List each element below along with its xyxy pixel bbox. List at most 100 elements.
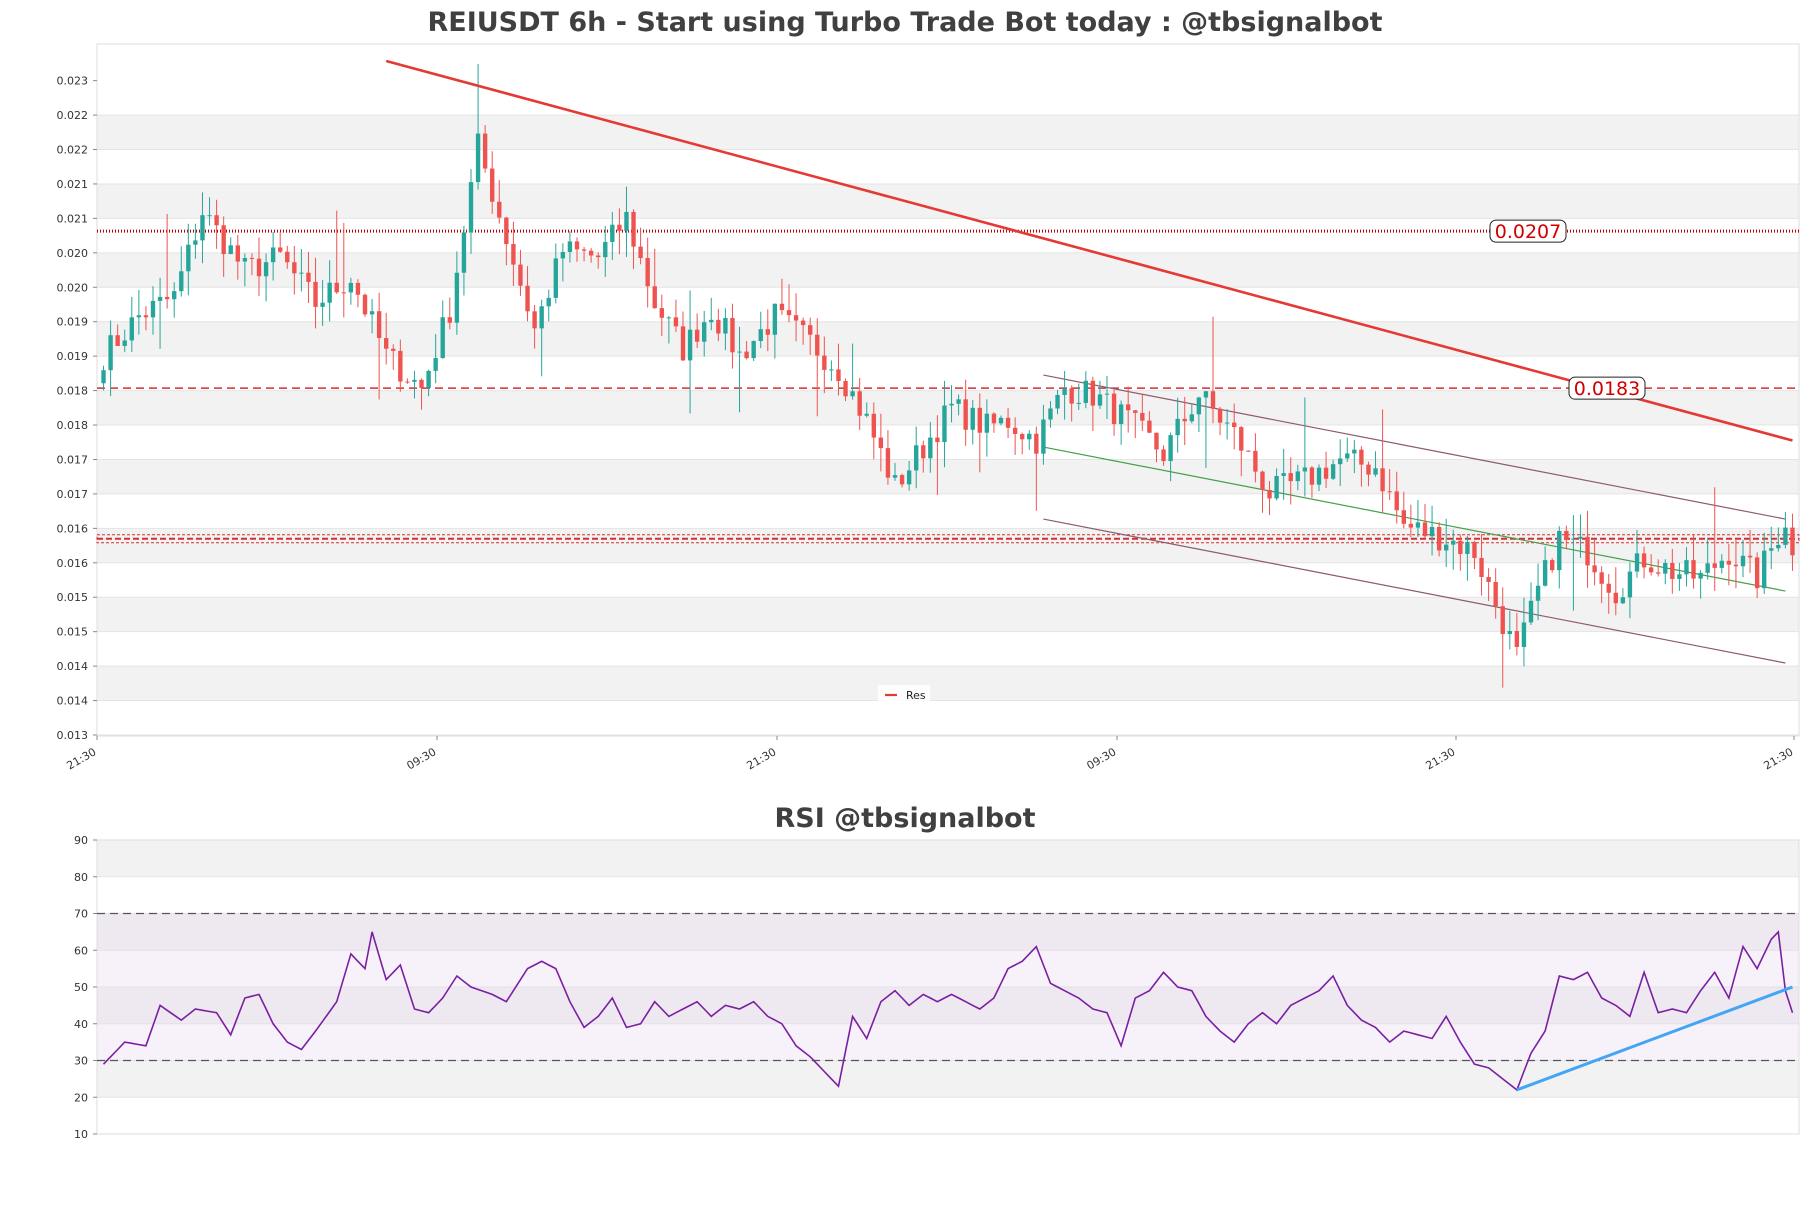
candle-body — [384, 338, 389, 349]
candle-body — [1267, 489, 1272, 499]
candle-body — [850, 391, 855, 397]
candle-body — [405, 381, 410, 383]
candle-body — [391, 348, 396, 351]
price-y-tick-label: 0.021 — [57, 178, 89, 191]
candle-body — [1239, 427, 1244, 451]
candle-body — [1316, 467, 1322, 485]
price-y-tick-label: 0.019 — [57, 350, 89, 363]
candle-body — [1083, 380, 1088, 403]
level-label: 0.0207 — [1495, 221, 1561, 243]
candle-body — [786, 310, 792, 316]
candle-body — [115, 335, 120, 346]
candle-body — [440, 317, 445, 358]
candle-body — [1076, 402, 1081, 404]
level-label-box — [1489, 219, 1567, 243]
candle-body — [1726, 560, 1732, 565]
candle-body — [1224, 422, 1230, 424]
candle-body — [1790, 527, 1795, 556]
price-y-tick-label: 0.020 — [57, 247, 89, 260]
price-y-tick-label: 0.017 — [57, 488, 89, 501]
candle-body — [1055, 394, 1060, 409]
candle-body — [977, 407, 982, 433]
candle-body — [1161, 449, 1166, 462]
candle-body — [949, 403, 954, 406]
price-band — [97, 321, 1799, 357]
candle-body — [129, 317, 134, 341]
candle-body — [1542, 560, 1548, 586]
candle-body — [603, 241, 608, 258]
candle-body — [1154, 432, 1159, 450]
candle-body — [108, 335, 113, 371]
candle-body — [221, 225, 226, 255]
price-x-tick-label: 21:30 — [745, 745, 779, 772]
candle-body — [1182, 418, 1187, 422]
candle-body — [482, 133, 488, 169]
candle-body — [214, 215, 219, 226]
res-trendline — [385, 59, 1793, 442]
rsi-y-tick-label: 30 — [74, 1055, 88, 1068]
rsi-y-tick-label: 40 — [74, 1018, 88, 1031]
candle-body — [1712, 563, 1717, 568]
candle-body — [765, 329, 770, 335]
candle-body — [228, 245, 233, 255]
rsi-trendline — [1516, 985, 1793, 1092]
candle-body — [497, 201, 502, 218]
candlestick-series — [101, 63, 1795, 688]
candle-body — [348, 282, 354, 293]
price-legend: Res — [878, 685, 930, 705]
price-band — [97, 390, 1799, 426]
candle-body — [921, 445, 926, 459]
candle-body — [793, 315, 799, 321]
candle-body — [1783, 527, 1788, 545]
candle-body — [299, 272, 304, 274]
candle-body — [1458, 540, 1463, 554]
candle-body — [730, 317, 735, 353]
rsi-guides — [97, 912, 1799, 1062]
candle-body — [270, 247, 276, 263]
candle-body — [1330, 464, 1336, 479]
candle-body — [1027, 433, 1032, 440]
candle-body — [1062, 388, 1067, 395]
candle-body — [645, 258, 650, 287]
candle-body — [1175, 418, 1180, 436]
candle-body — [878, 437, 884, 449]
candle-body — [1373, 468, 1378, 475]
price-y-tick-label: 0.017 — [57, 453, 89, 466]
price-y-tick-label: 0.022 — [57, 144, 89, 157]
price-y-tick-label: 0.015 — [57, 626, 89, 639]
candle-body — [928, 437, 933, 459]
candle-body — [518, 264, 523, 286]
price-y-tick-label: 0.018 — [57, 419, 89, 432]
price-y-tick-label: 0.023 — [57, 75, 89, 88]
candle-body — [1232, 422, 1237, 428]
candle-body — [143, 315, 149, 318]
candle-body — [885, 448, 891, 478]
candle-body — [800, 320, 806, 326]
candle-body — [1451, 540, 1456, 545]
candle-body — [525, 285, 530, 312]
candle-body — [1613, 592, 1618, 604]
candle-body — [1118, 404, 1124, 425]
candle-body — [914, 445, 919, 471]
candle-body — [157, 296, 163, 301]
candle-body — [751, 341, 756, 359]
rsi-y-tick-label: 80 — [74, 871, 88, 884]
candle-body — [963, 399, 968, 430]
candle-body — [1677, 574, 1682, 579]
candle-body — [1578, 536, 1583, 539]
candle-body — [942, 405, 947, 443]
candle-body — [292, 262, 297, 274]
candle-body — [454, 272, 460, 323]
candle-body — [1500, 606, 1505, 635]
candle-body — [1472, 541, 1477, 558]
rsi-y-tick-label: 70 — [74, 908, 88, 921]
price-band — [97, 115, 1799, 150]
price-bands — [97, 114, 1799, 736]
rsi-y-tick-label: 90 — [74, 834, 88, 847]
price-y-tick-label: 0.014 — [57, 660, 89, 673]
rsi-band — [97, 1060, 1799, 1098]
candle-body — [263, 262, 269, 277]
candle-body — [906, 470, 912, 485]
candle-body — [1309, 467, 1315, 485]
candle-body — [1564, 530, 1569, 539]
